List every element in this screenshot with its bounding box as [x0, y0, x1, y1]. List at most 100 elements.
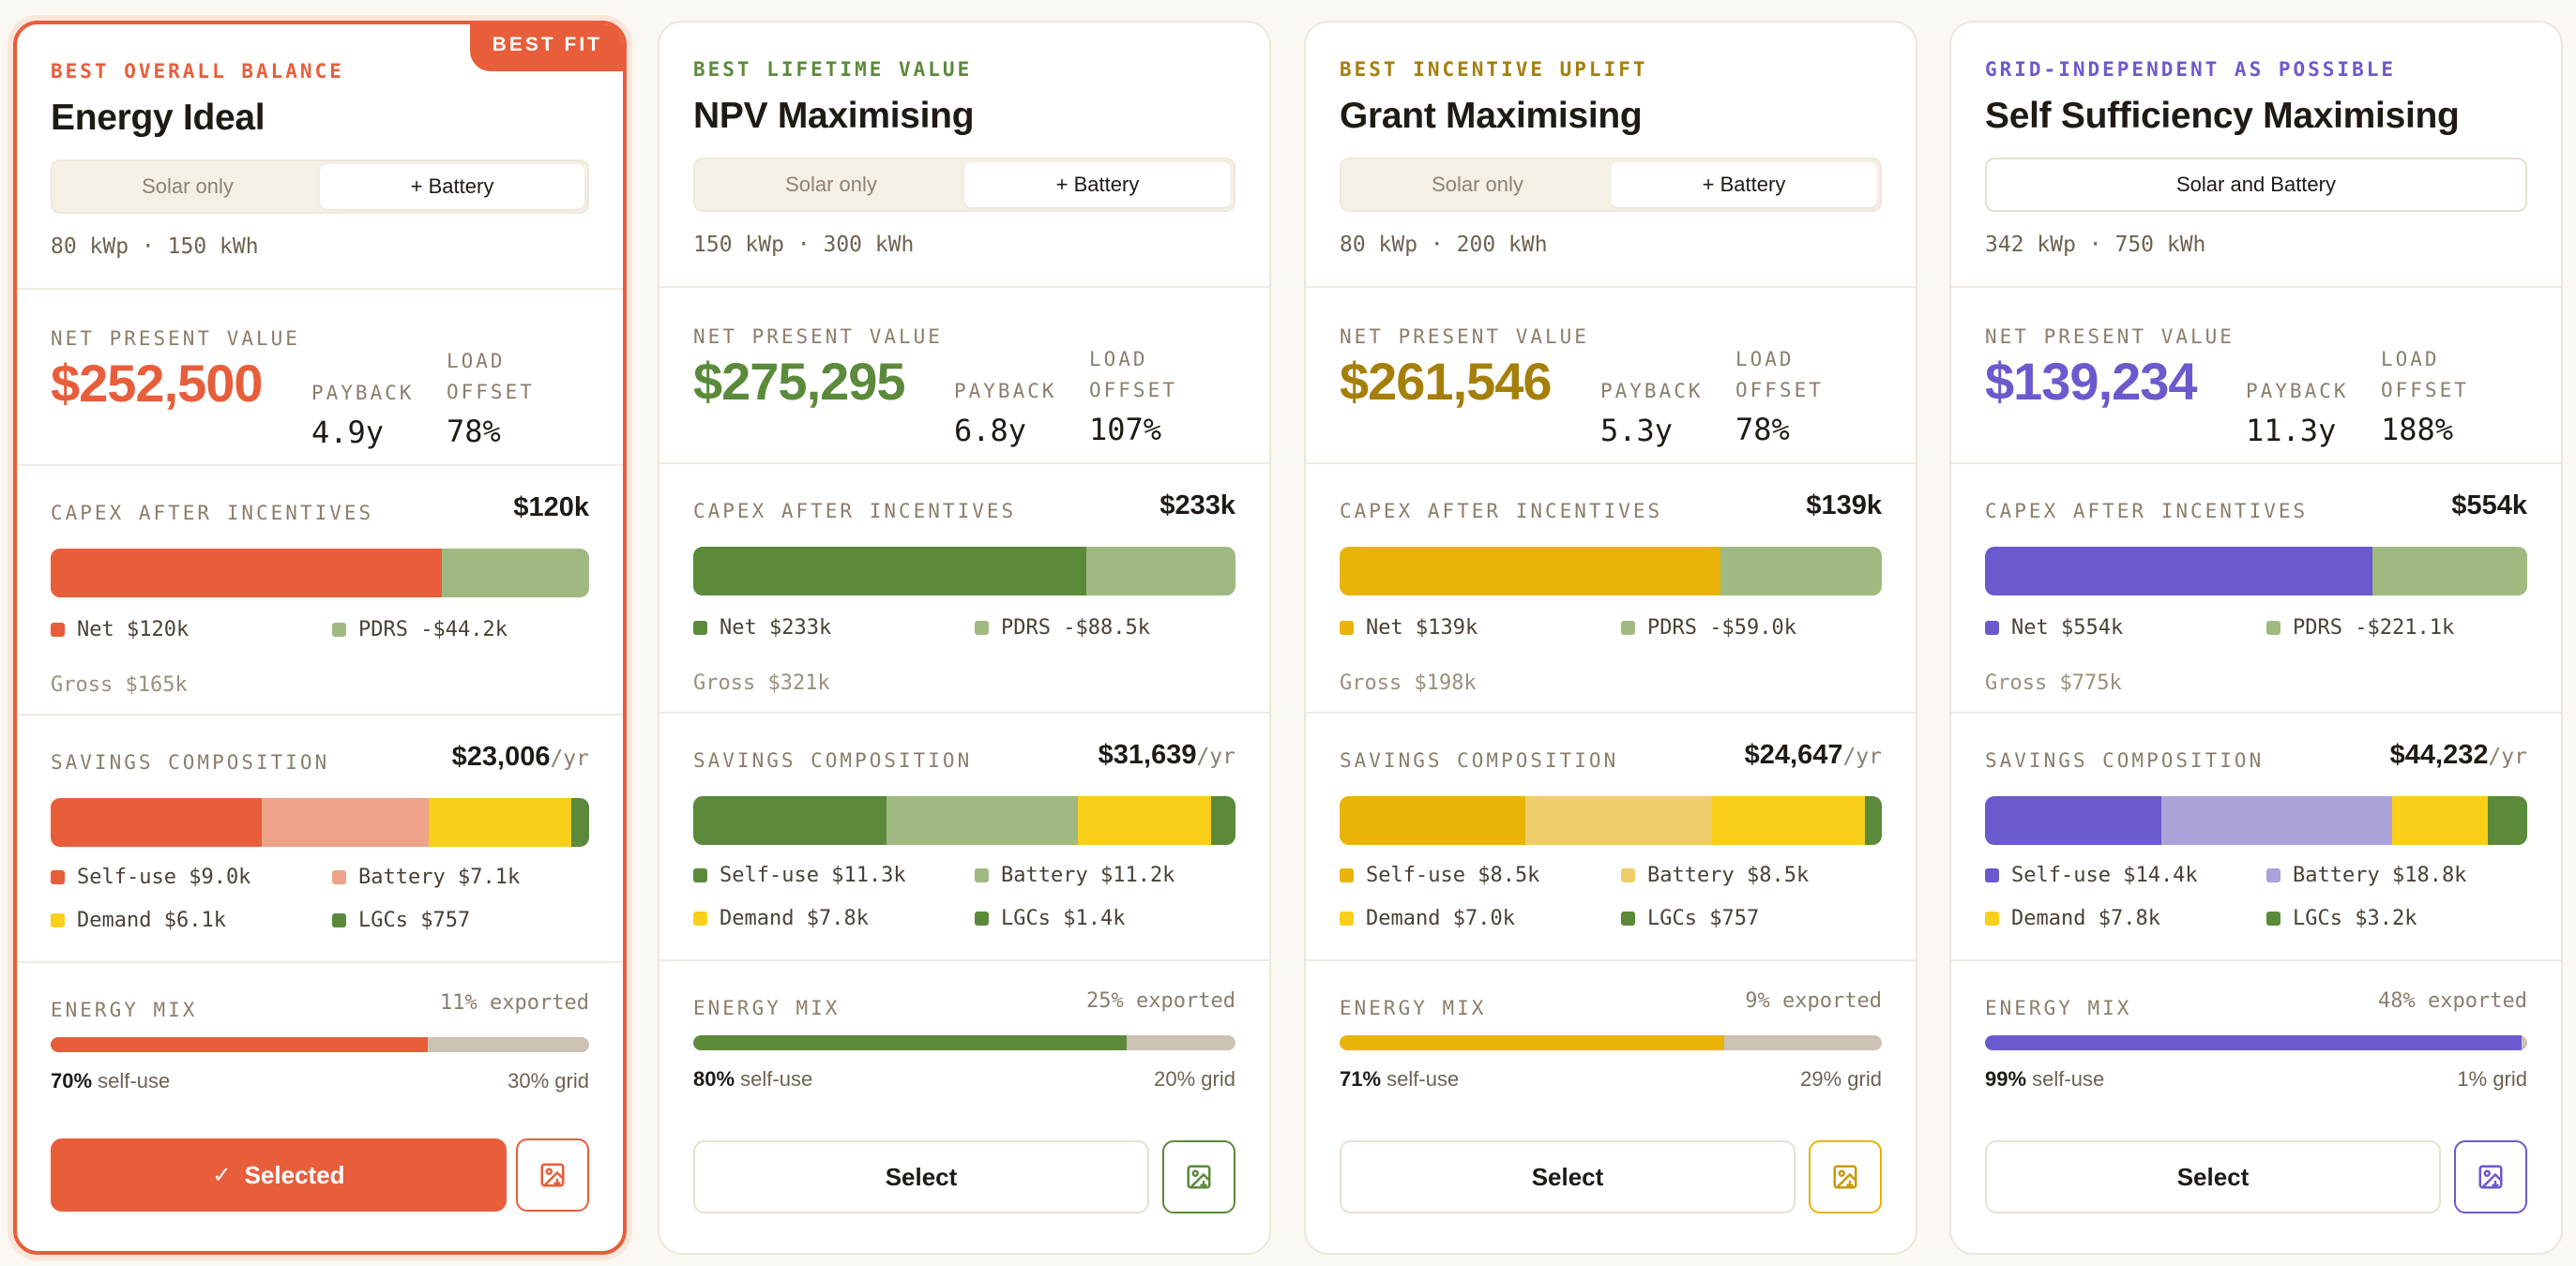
savings-unit: /yr — [1196, 745, 1235, 769]
grid-value: 30% grid — [508, 1069, 589, 1093]
capex-label: CAPEX AFTER INCENTIVES — [51, 502, 374, 524]
legend-lgcs: LGCs $757 — [332, 909, 470, 932]
toggle-solar-only[interactable]: Solar only — [1432, 173, 1523, 196]
savings-self-use-segment — [1340, 796, 1526, 845]
legend-self-use: Self-use $14.4k — [1985, 864, 2198, 887]
option-card-grant-maximising[interactable]: BEST INCENTIVE UPLIFT Grant Maximising S… — [1304, 21, 1917, 1255]
savings-lgcs-segment — [2488, 796, 2527, 845]
savings-value: $44,232 — [2389, 740, 2489, 770]
load-offset-label: LOAD OFFSET — [1089, 348, 1177, 401]
legend-demand: Demand $6.1k — [51, 909, 226, 932]
selected-button[interactable]: ✓ Selected — [51, 1138, 507, 1212]
legend-net: Net $554k — [1985, 616, 2123, 640]
toggle-battery[interactable]: + Battery — [320, 164, 584, 209]
savings-bar — [693, 796, 1235, 845]
self-use-value: 71% self-use — [1340, 1067, 1460, 1091]
card-eyebrow: BEST LIFETIME VALUE — [693, 58, 973, 81]
card-title: NPV Maximising — [693, 96, 975, 136]
savings-label: SAVINGS COMPOSITION — [51, 751, 330, 774]
energy-mix-bar — [693, 1035, 1235, 1050]
option-card-energy-ideal[interactable]: BEST FIT BEST OVERALL BALANCE Energy Ide… — [13, 21, 627, 1255]
energy-mix-label: ENERGY MIX — [1985, 997, 2132, 1019]
legend-pdrs: PDRS -$88.5k — [975, 616, 1150, 640]
system-specs: 150 kWp · 300 kWh — [693, 233, 915, 257]
legend-demand: Demand $7.8k — [693, 907, 869, 930]
select-button[interactable]: Select — [1340, 1140, 1796, 1213]
savings-lgcs-segment — [1211, 796, 1235, 845]
legend-pdrs: PDRS -$221.1k — [2266, 616, 2454, 640]
card-eyebrow: BEST INCENTIVE UPLIFT — [1340, 58, 1648, 81]
capex-pdrs-segment — [1720, 547, 1882, 595]
capex-bar — [693, 547, 1235, 595]
capex-section: CAPEX AFTER INCENTIVES $554k Net $554k P… — [1951, 464, 2561, 714]
savings-demand-segment — [1078, 796, 1212, 845]
toggle-solar-only[interactable]: Solar only — [142, 174, 234, 198]
npv-label: NET PRESENT VALUE — [51, 327, 300, 350]
npv-label: NET PRESENT VALUE — [1340, 325, 1589, 348]
load-offset-value: 107% — [1089, 412, 1162, 447]
image-download-icon[interactable] — [2454, 1140, 2527, 1213]
self-use-fill — [51, 1037, 428, 1052]
image-download-icon[interactable] — [1162, 1140, 1235, 1213]
energy-mix-bar — [51, 1037, 589, 1052]
gross-value: Gross $165k — [51, 673, 188, 697]
toggle-solar-and-battery[interactable]: Solar and Battery — [2176, 173, 2336, 196]
check-icon: ✓ — [212, 1162, 232, 1188]
toggle-solar-only[interactable]: Solar only — [785, 173, 877, 196]
self-use-fill — [1340, 1035, 1725, 1050]
legend-battery: Battery $11.2k — [975, 864, 1174, 887]
grid-value: 29% grid — [1800, 1067, 1882, 1091]
energy-mix-label: ENERGY MIX — [693, 997, 841, 1019]
load-offset-label: LOAD OFFSET — [447, 350, 535, 403]
option-card-self-sufficiency[interactable]: GRID-INDEPENDENT AS POSSIBLE Self Suffic… — [1949, 21, 2563, 1255]
legend-self-use: Self-use $8.5k — [1340, 864, 1539, 887]
legend-pdrs: PDRS -$59.0k — [1621, 616, 1796, 640]
image-download-icon[interactable] — [1809, 1140, 1882, 1213]
energy-mix-bar — [1985, 1035, 2527, 1050]
legend-battery: Battery $7.1k — [332, 866, 520, 889]
card-header: BEST INCENTIVE UPLIFT Grant Maximising S… — [1306, 23, 1916, 288]
savings-label: SAVINGS COMPOSITION — [1340, 749, 1619, 772]
toggle-battery[interactable]: + Battery — [1611, 162, 1877, 207]
capex-value: $139k — [1806, 490, 1882, 520]
exported-value: 48% exported — [2378, 989, 2527, 1013]
self-use-value: 80% self-use — [693, 1067, 813, 1091]
capex-pdrs-segment — [2372, 547, 2527, 595]
system-specs: 80 kWp · 200 kWh — [1340, 233, 1548, 257]
load-offset-value: 188% — [2381, 412, 2454, 447]
toggle-battery[interactable]: + Battery — [964, 162, 1231, 207]
savings-label: SAVINGS COMPOSITION — [1985, 749, 2265, 772]
card-title: Grant Maximising — [1340, 96, 1643, 136]
legend-demand: Demand $7.0k — [1340, 907, 1515, 930]
metrics-section: NET PRESENT VALUE $275,295 PAYBACK 6.8y … — [659, 288, 1269, 464]
legend-self-use: Self-use $9.0k — [51, 866, 250, 889]
exported-value: 25% exported — [1086, 989, 1235, 1013]
capex-bar — [1985, 547, 2527, 595]
savings-battery-segment — [2161, 796, 2393, 845]
system-toggle: Solar and Battery — [1985, 158, 2527, 212]
savings-self-use-segment — [693, 796, 887, 845]
npv-value: $139,234 — [1985, 352, 2198, 411]
select-button[interactable]: Select — [693, 1140, 1149, 1213]
legend-self-use: Self-use $11.3k — [693, 864, 906, 887]
capex-section: CAPEX AFTER INCENTIVES $233k Net $233k P… — [659, 464, 1269, 714]
savings-label: SAVINGS COMPOSITION — [693, 749, 973, 772]
capex-value: $120k — [513, 492, 589, 522]
legend-battery: Battery $8.5k — [1621, 864, 1809, 887]
legend-pdrs: PDRS -$44.2k — [332, 618, 508, 641]
savings-value: $23,006 — [451, 742, 551, 772]
gross-value: Gross $198k — [1340, 671, 1477, 695]
option-card-npv-maximising[interactable]: BEST LIFETIME VALUE NPV Maximising Solar… — [658, 21, 1271, 1255]
select-button[interactable]: Select — [1985, 1140, 2441, 1213]
savings-section: SAVINGS COMPOSITION $31,639/yr Self-use … — [659, 714, 1269, 961]
legend-lgcs: LGCs $1.4k — [975, 907, 1125, 930]
payback-label: PAYBACK — [311, 382, 415, 404]
capex-label: CAPEX AFTER INCENTIVES — [693, 500, 1017, 522]
metrics-section: NET PRESENT VALUE $252,500 PAYBACK 4.9y … — [17, 290, 623, 466]
savings-bar — [1340, 796, 1882, 845]
image-download-icon[interactable] — [516, 1138, 589, 1212]
npv-value: $261,546 — [1340, 352, 1553, 411]
savings-demand-segment — [428, 798, 572, 847]
npv-value: $275,295 — [693, 352, 906, 411]
energy-mix-section: ENERGY MIX 11% exported 70% self-use 30%… — [17, 963, 623, 1113]
